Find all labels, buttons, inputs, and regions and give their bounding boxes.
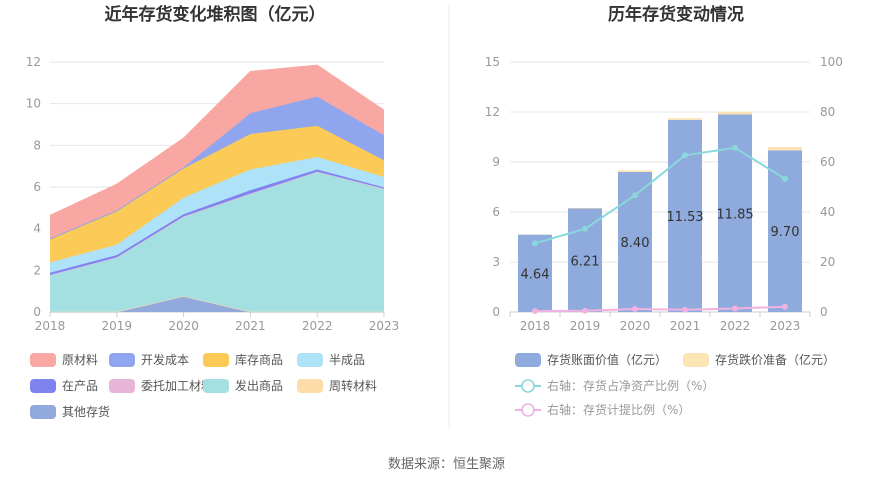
- right-y-tick-label: 0: [492, 305, 500, 319]
- line-point-2: [632, 192, 638, 199]
- legend-label-1: 存货跌价准备（亿元）: [715, 352, 835, 367]
- legend-label-6: 发出商品: [235, 378, 283, 393]
- right-chart-title: 历年存货变动情况: [608, 4, 744, 25]
- left-x-tick-label: 2020: [168, 319, 199, 333]
- legend-swatch-7: [297, 379, 323, 393]
- bar-value-label: 4.64: [521, 267, 550, 282]
- legend-swatch-6: [203, 379, 229, 393]
- left-x-tick-label: 2021: [235, 319, 266, 333]
- right-y2-tick-label: 20: [820, 255, 835, 269]
- line-point-3: [532, 308, 538, 314]
- right-x-tick-label: 2019: [570, 319, 601, 333]
- left-y-tick-label: 6: [33, 180, 41, 194]
- legend-label-0: 存货账面价值（亿元）: [547, 352, 667, 367]
- right-y-tick-label: 3: [492, 255, 500, 269]
- area-series-3: [50, 157, 384, 273]
- legend-swatch-5: [109, 379, 135, 393]
- right-y-tick-label: 9: [492, 155, 500, 169]
- legend-swatch-4: [30, 379, 56, 393]
- bar-1: [618, 170, 652, 172]
- right-y2-tick-label: 40: [820, 205, 835, 219]
- legend-label-2: 右轴：存货占净资产比例（%）: [547, 378, 714, 393]
- source-note: 数据来源：恒生聚源: [387, 457, 505, 472]
- line-point-3: [782, 303, 788, 310]
- legend-swatch-2: [203, 353, 229, 367]
- line-point-2: [682, 152, 688, 159]
- area-series-0: [50, 65, 384, 239]
- bar-1: [718, 111, 752, 115]
- right-x-tick-label: 2023: [770, 319, 801, 333]
- legend-label-0: 原材料: [62, 353, 98, 367]
- legend-swatch-3: [297, 353, 323, 367]
- legend-label-4: 在产品: [62, 379, 98, 393]
- left-y-tick-label: 8: [33, 138, 41, 152]
- legend-swatch-8: [30, 405, 56, 419]
- bar-1: [668, 118, 702, 120]
- left-y-tick-label: 10: [26, 97, 41, 111]
- legend-label-3: 半成品: [329, 353, 365, 367]
- left-x-tick-label: 2023: [369, 319, 400, 333]
- legend-swatch-1: [109, 353, 135, 367]
- left-y-tick-label: 2: [33, 263, 41, 277]
- line-point-2: [532, 240, 538, 247]
- right-x-tick-label: 2020: [620, 319, 651, 333]
- left-x-tick-label: 2019: [102, 319, 133, 333]
- line-point-2: [582, 225, 588, 232]
- right-y-tick-label: 12: [485, 105, 500, 119]
- legend-swatch-1: [683, 353, 709, 367]
- legend-label-1: 开发成本: [141, 352, 189, 367]
- left-y-tick-label: 12: [26, 55, 41, 69]
- bar-value-label: 8.40: [621, 236, 650, 251]
- legend-marker-2: [521, 379, 535, 393]
- legend-marker-3: [521, 403, 535, 417]
- legend-label-2: 库存商品: [235, 352, 283, 367]
- right-y2-tick-label: 0: [820, 305, 828, 319]
- right-y2-tick-label: 80: [820, 105, 835, 119]
- line-series-2: [534, 146, 786, 245]
- right-y-tick-label: 15: [485, 55, 500, 69]
- left-x-tick-label: 2022: [302, 319, 333, 333]
- area-series-2: [50, 125, 384, 263]
- area-series-1: [50, 96, 384, 240]
- legend-label-7: 周转材料: [329, 378, 377, 393]
- legend-label-8: 其他存货: [62, 404, 110, 419]
- line-point-3: [732, 305, 738, 312]
- bar-value-label: 6.21: [571, 254, 600, 269]
- left-chart-title: 近年存货变化堆积图（亿元）: [105, 4, 326, 25]
- legend-label-3: 右轴：存货计提比例（%）: [547, 402, 690, 417]
- right-x-tick-label: 2021: [670, 319, 701, 333]
- line-series-3: [534, 305, 786, 312]
- line-point-3: [582, 307, 588, 314]
- area-series-edge-0: [49, 64, 385, 217]
- line-point-3: [632, 306, 638, 312]
- legend-swatch-0: [30, 353, 56, 367]
- left-y-tick-label: 4: [33, 222, 41, 236]
- bar-value-label: 9.70: [771, 225, 800, 240]
- line-point-3: [682, 306, 688, 313]
- bar-1: [768, 147, 802, 151]
- left-x-tick-label: 2018: [35, 319, 66, 333]
- left-y-tick-label: 0: [33, 305, 41, 319]
- line-point-2: [732, 144, 738, 151]
- bar-value-label: 11.53: [666, 210, 703, 225]
- legend-swatch-0: [515, 353, 541, 367]
- bar-0: [518, 234, 552, 312]
- legend-label-5: 委托加工材料: [141, 379, 213, 393]
- left-area-chart: 0 2 4 6 8 10 12 2018 2019 2020 2021 2022 2023: [26, 55, 400, 333]
- line-point-2: [782, 175, 788, 182]
- bar-1: [568, 208, 602, 209]
- right-x-tick-label: 2022: [720, 319, 751, 333]
- right-y-tick-label: 6: [492, 205, 500, 219]
- right-y2-tick-label: 60: [820, 155, 835, 169]
- area-series-6: [50, 172, 384, 312]
- bar-0: [668, 119, 702, 312]
- right-x-tick-label: 2018: [520, 319, 551, 333]
- bar-value-label: 11.85: [716, 207, 753, 222]
- right-y2-tick-label: 100: [820, 55, 843, 69]
- right-legend: 存货账面价值（亿元） 存货跌价准备（亿元）右轴：存货占净资产比例（%） 右轴：存货计…: [515, 352, 835, 417]
- right-bar-line-chart: 0 3 6 9 12 15 0 20 40 60 80 100 4.64 6.21 8.40 11.53 11.…: [485, 55, 843, 333]
